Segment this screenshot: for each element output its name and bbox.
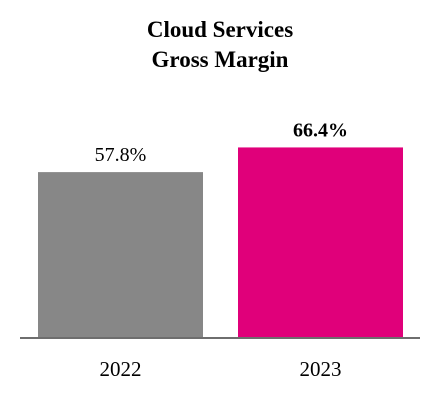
bar-2023 bbox=[238, 147, 403, 338]
bar-2022 bbox=[38, 172, 203, 338]
chart-title-line-1: Cloud Services bbox=[146, 17, 294, 42]
chart-title-line-2: Gross Margin bbox=[151, 47, 289, 72]
x-tick-label-2022: 2022 bbox=[100, 357, 142, 381]
data-label-2023: 66.4% bbox=[293, 119, 348, 141]
data-label-2022: 57.8% bbox=[95, 144, 147, 166]
x-tick-label-2023: 2023 bbox=[300, 357, 342, 381]
